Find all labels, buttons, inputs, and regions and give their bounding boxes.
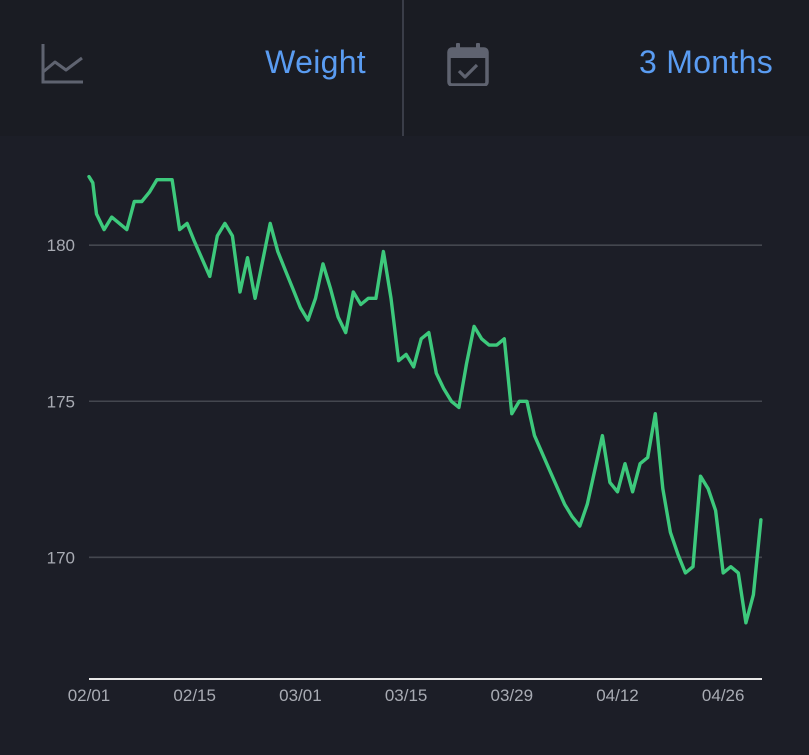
x-tick-label: 04/26 — [702, 686, 745, 705]
y-tick-label: 180 — [47, 236, 75, 255]
metric-label: Weight — [265, 44, 366, 80]
metric-selector[interactable]: Weight — [0, 0, 404, 136]
weight-series-line — [87, 174, 763, 625]
y-tick-label: 170 — [47, 548, 75, 567]
weight-line-chart: 170 175 180 02/01 02/15 03/01 03/15 03/29 04/12 0… — [47, 174, 763, 705]
top-bar: Weight 3 Months — [0, 0, 809, 136]
x-tick-label: 04/12 — [596, 686, 639, 705]
x-tick-label: 02/15 — [173, 686, 216, 705]
y-tick-label: 175 — [47, 392, 75, 411]
weight-chart: 170 175 180 02/01 02/15 03/01 03/15 03/29 04/12 0… — [0, 136, 809, 750]
calendar-check-icon — [447, 43, 489, 86]
line-chart-icon — [41, 44, 83, 84]
x-tick-label: 03/15 — [385, 686, 428, 705]
range-label: 3 Months — [638, 44, 773, 80]
range-selector[interactable]: 3 Months — [404, 0, 809, 136]
x-tick-label: 03/01 — [279, 686, 322, 705]
x-tick-label: 02/01 — [68, 686, 111, 705]
x-tick-label: 03/29 — [491, 686, 534, 705]
